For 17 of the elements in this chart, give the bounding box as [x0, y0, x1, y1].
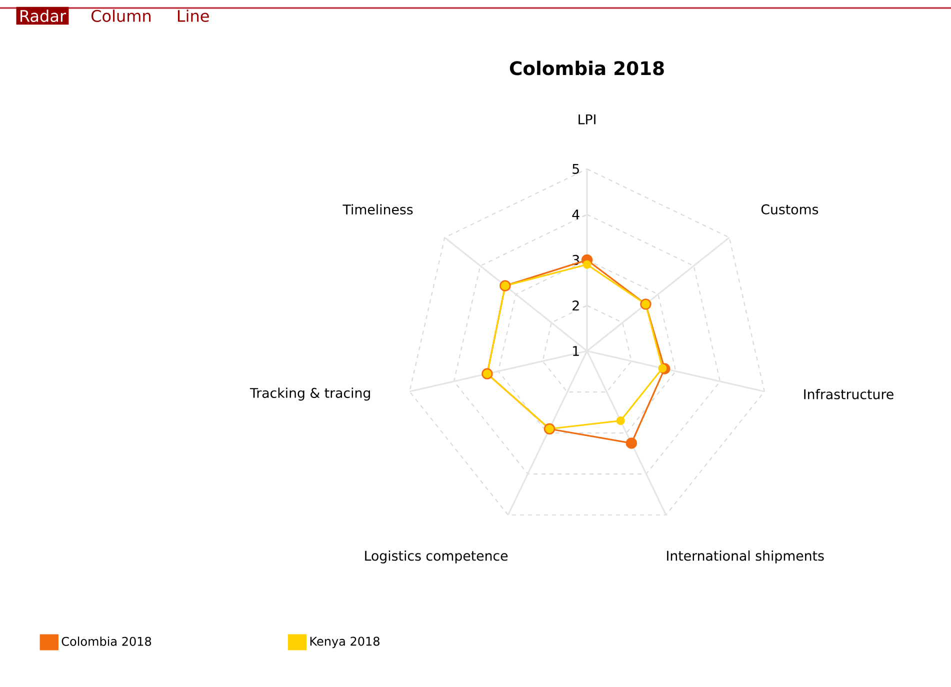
legend-label: Kenya 2018 — [310, 636, 380, 648]
spoke-label: Tracking & tracing — [250, 388, 370, 401]
y-tick-label: 4 — [572, 210, 580, 220]
y-tick-label: 1 — [573, 346, 579, 356]
text: Column — [91, 10, 150, 22]
spoke-label: Infrastructure — [804, 388, 894, 400]
legend-label: Colombia 2018 — [62, 636, 152, 646]
y-tick-label: 2 — [572, 300, 579, 310]
spoke-label: LPI — [578, 114, 596, 124]
text: Radar — [20, 10, 66, 22]
chart-title: Colombia 2018 — [510, 60, 664, 76]
spoke-label: International shipments — [667, 550, 824, 564]
y-tick-label: 5 — [572, 164, 579, 174]
spoke-label: Timeliness — [342, 204, 413, 215]
text: Line — [178, 10, 209, 22]
spoke-label: Logistics competence — [365, 550, 508, 564]
spoke-label: Customs — [761, 204, 818, 214]
